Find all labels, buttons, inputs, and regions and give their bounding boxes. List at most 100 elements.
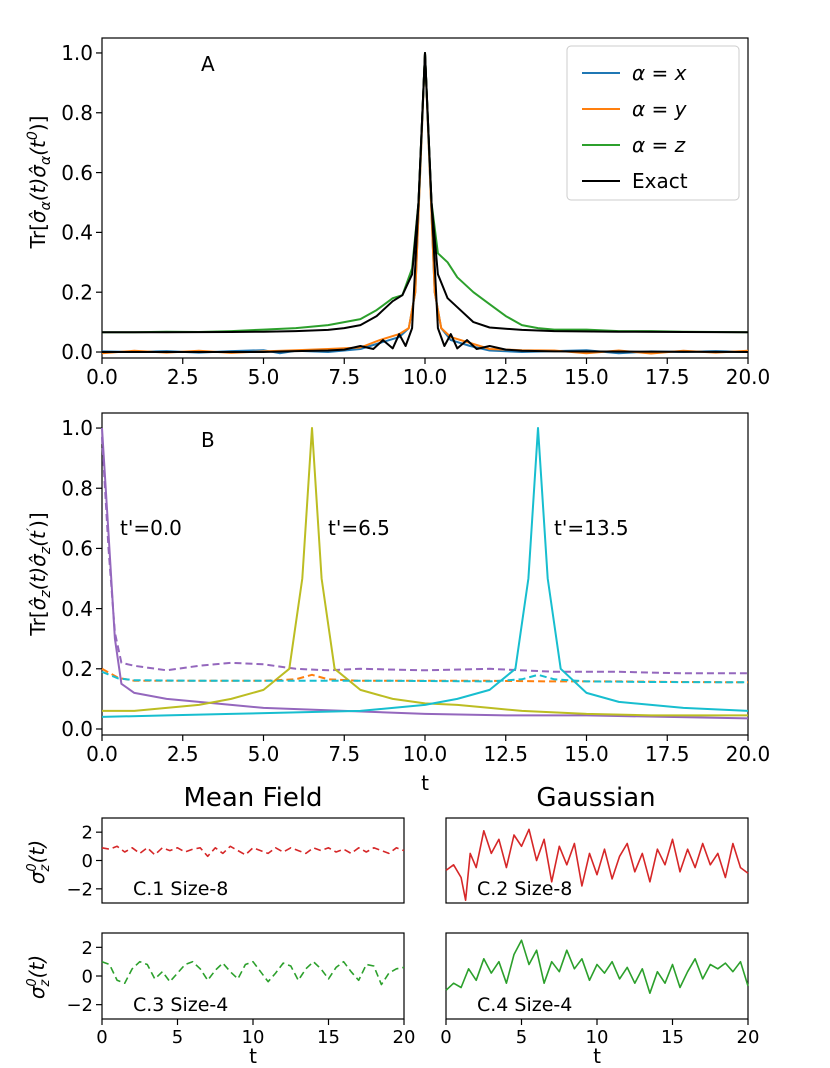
column-title-gaussian: Gaussian xyxy=(536,783,655,813)
y-tick-label: 0.2 xyxy=(61,280,93,304)
panel-a-yticks: 0.0 0.2 0.4 0.6 0.8 1.0 xyxy=(61,41,102,364)
x-tick-label: 2.5 xyxy=(167,365,199,389)
x-tick-label: 20.0 xyxy=(726,742,771,766)
series-line-b-1 xyxy=(101,437,748,675)
annotation-t135: t'=13.5 xyxy=(554,516,629,540)
panel-c1-y-axis-label: σz0(t) xyxy=(25,840,53,884)
x-tick-label: 10.0 xyxy=(403,742,448,766)
ylabel-b-sub2: z xyxy=(38,546,54,555)
x-tick-label: 0 xyxy=(96,1027,107,1048)
series-line-c2-0 xyxy=(445,828,749,902)
x-tick-label: 5.0 xyxy=(248,365,280,389)
ylabel-b-sym1: σ̂ xyxy=(26,596,50,610)
legend-label-x: α = x xyxy=(632,61,687,85)
panel-c2-frame xyxy=(445,817,749,904)
ylabel-b-mid2: (t xyxy=(26,530,50,547)
y-tick-label: 1.0 xyxy=(61,41,93,65)
x-tick-label: 20 xyxy=(737,1027,760,1048)
series-line-a-4 xyxy=(102,52,749,353)
panel-c2: C.2 Size-8 xyxy=(445,817,749,904)
x-tick-label: 7.5 xyxy=(328,365,360,389)
y-tick-label: 0.6 xyxy=(61,537,93,561)
panel-c1-series xyxy=(101,845,405,858)
panel-b-frame xyxy=(101,412,749,736)
x-tick-label: 15.0 xyxy=(564,742,609,766)
x-tick-label: 10 xyxy=(586,1027,609,1048)
series-line-c4-0 xyxy=(445,939,749,995)
ylabel-a-sup: 0 xyxy=(25,131,41,140)
y-tick-label: 0.8 xyxy=(61,476,93,500)
series-line-b-0 xyxy=(101,427,749,720)
y-tick-label: 0 xyxy=(82,966,93,987)
panel-c1-yticks: 2 0 −2 xyxy=(66,823,102,900)
panel-a: 0.0 2.5 5.0 7.5 10.0 12.5 15.0 17.5 20.0 0.00.20… xyxy=(25,37,770,389)
panel-b-y-axis-label: Tr[σ̂z(t)σ̂z(t′)] xyxy=(25,512,54,636)
y-tick-label: 0.4 xyxy=(61,221,93,245)
series-line-c3-0 xyxy=(101,960,405,986)
panel-c3: 0 5 10 15 20 20−2 C.3 Size-4 t σz0(t) xyxy=(25,932,415,1068)
ylabel-a-sym2: σ̂ xyxy=(26,164,50,178)
series-line-c1-0 xyxy=(101,845,405,858)
ylabel-b-mid1: (t) xyxy=(26,567,50,590)
ylabel-b-sup: ′ xyxy=(25,527,41,531)
y-tick-label: −2 xyxy=(66,879,93,900)
y-tick-label: 0.4 xyxy=(61,597,93,621)
panel-c3-xticks: 0 5 10 15 20 xyxy=(96,1019,415,1048)
panel-b-xticks: 0.0 2.5 5.0 7.5 10.0 12.5 15.0 17.5 20.0 xyxy=(86,735,770,766)
x-tick-label: 15 xyxy=(661,1027,684,1048)
legend-label-y: α = y xyxy=(632,97,688,121)
panel-a-series xyxy=(101,52,749,355)
x-tick-label: 17.5 xyxy=(645,742,690,766)
ylabel-a-sub1: α xyxy=(38,200,54,210)
y-tick-label: 0.0 xyxy=(61,717,93,741)
panel-c3-annotation: C.3 Size-4 xyxy=(133,994,228,1016)
x-tick-label: 5 xyxy=(172,1027,183,1048)
panel-c4-x-axis-label: t xyxy=(593,1044,601,1068)
x-tick-label: 12.5 xyxy=(483,365,528,389)
y-tick-label: −2 xyxy=(66,995,93,1016)
panel-c2-annotation: C.2 Size-8 xyxy=(477,878,572,900)
panel-c1: 2 0 −2 C.1 Size-8 σz0(t) xyxy=(25,817,405,904)
legend: α = x α = y α = z Exact xyxy=(566,45,740,201)
y-tick-label: 0.0 xyxy=(61,340,93,364)
ylabel-a-sub2: α xyxy=(38,155,54,165)
panel-c3-series xyxy=(101,960,405,986)
x-tick-label: 0.0 xyxy=(86,742,118,766)
x-tick-label: 5 xyxy=(516,1027,527,1048)
panel-c4-xticks: 0 5 10 15 20 xyxy=(440,1019,759,1048)
ylabel-b-sub1: z xyxy=(38,590,54,599)
panel-a-y-axis-label: Tr[σ̂α(t)σ̂α(t0)] xyxy=(25,116,54,250)
annotation-t65: t'=6.5 xyxy=(328,516,390,540)
x-tick-label: 17.5 xyxy=(645,365,690,389)
x-tick-label: 15.0 xyxy=(564,365,609,389)
y-tick-label: 2 xyxy=(82,938,93,959)
panel-c1-annotation: C.1 Size-8 xyxy=(133,878,228,900)
y-tick-label: 0.6 xyxy=(61,161,93,185)
x-tick-label: 10.0 xyxy=(403,365,448,389)
legend-label-z: α = z xyxy=(632,133,686,157)
ylabel-a-pre: Tr[ xyxy=(26,223,50,249)
x-tick-label: 7.5 xyxy=(328,742,360,766)
y-tick-label: 0.2 xyxy=(61,657,93,681)
x-tick-label: 20 xyxy=(393,1027,416,1048)
ylabel-b-sym2: σ̂ xyxy=(26,553,50,567)
panel-b-x-axis-label: t xyxy=(421,771,429,795)
y-tick-label: 1.0 xyxy=(61,416,93,440)
panel-c2-series xyxy=(445,828,749,902)
x-tick-label: 5.0 xyxy=(248,742,280,766)
panel-c3-yticks: 2 0 −2 xyxy=(66,938,102,1016)
ylabel-a-sym1: σ̂ xyxy=(26,209,50,223)
panel-a-xticks: 0.0 2.5 5.0 7.5 10.0 12.5 15.0 17.5 20.0 xyxy=(86,358,770,389)
y-tick-label: 2 xyxy=(82,823,93,844)
ylabel-b-post: )] xyxy=(26,512,50,528)
x-tick-label: 2.5 xyxy=(167,742,199,766)
legend-box xyxy=(566,45,740,201)
panel-c3-x-axis-label: t xyxy=(249,1044,257,1068)
annotation-t0: t'=0.0 xyxy=(120,516,182,540)
panel-b-yticks: 0.0 0.2 0.4 0.6 0.8 1.0 xyxy=(61,416,102,741)
x-tick-label: 15 xyxy=(317,1027,340,1048)
panel-b-label: B xyxy=(201,428,215,452)
ylabel-a-mid2: (t xyxy=(26,139,50,156)
series-line-b-4 xyxy=(101,427,749,718)
